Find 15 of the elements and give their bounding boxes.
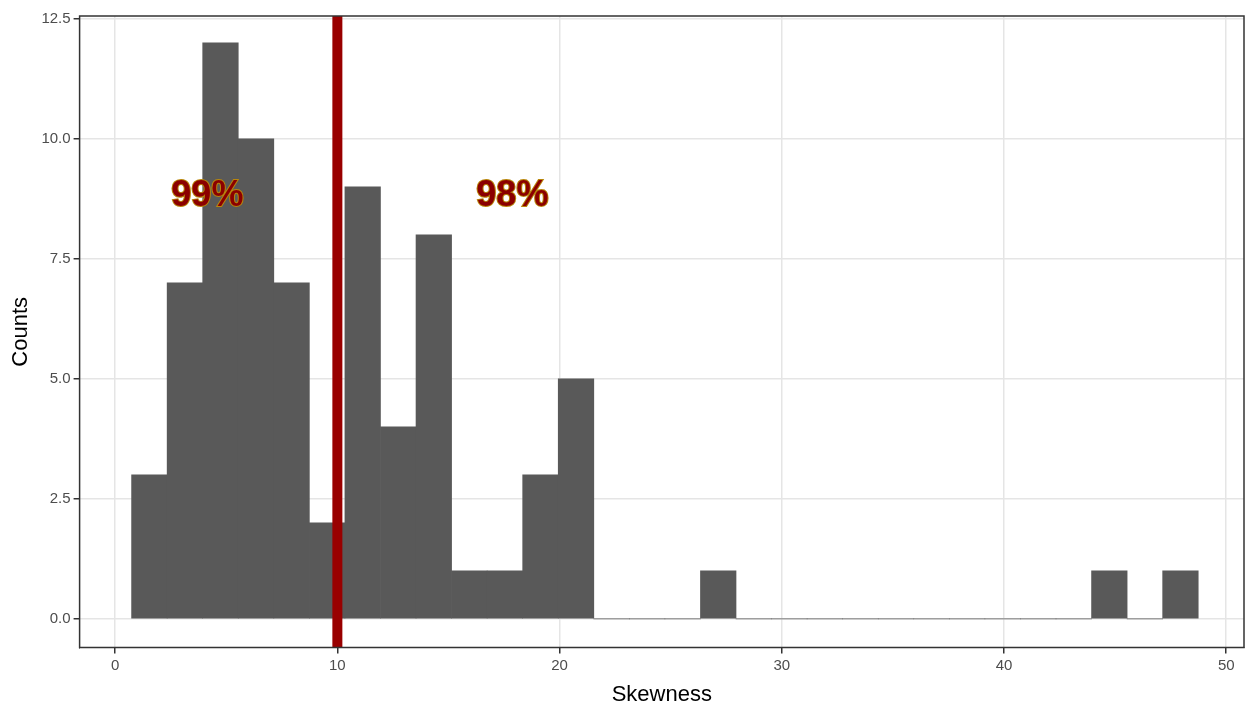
y-tick-label: 0.0: [49, 608, 71, 626]
x-tick-label: 50: [1217, 655, 1235, 673]
x-tick-label: 20: [551, 655, 568, 673]
annotation: 98%: [476, 172, 549, 214]
x-tick-label: 40: [995, 655, 1013, 673]
y-tick-label: 7.5: [49, 248, 71, 266]
x-tick-label: 0: [110, 655, 120, 673]
y-tick-label: 2.5: [49, 488, 71, 506]
y-tick-label: 10.0: [41, 129, 71, 147]
x-tick-label: 30: [773, 655, 791, 673]
x-tick-label: 10: [329, 655, 346, 673]
y-axis-title: Counts: [7, 296, 33, 367]
x-axis-title: Skewness: [611, 680, 712, 706]
y-tick-label: 12.5: [41, 9, 71, 27]
y-tick-label: 5.0: [49, 368, 71, 386]
